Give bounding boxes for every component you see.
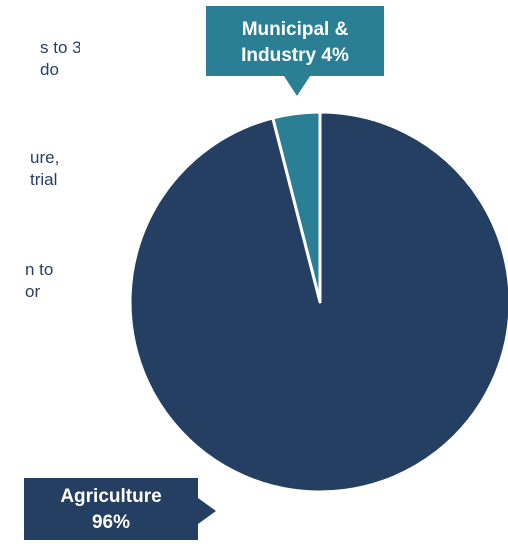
fragment-line: or <box>25 282 41 301</box>
fragment-line: s to 3.1 <box>40 38 80 57</box>
callout-agriculture-line2: 96% <box>92 512 130 533</box>
callout-municipal-box <box>206 6 384 76</box>
fragment-line: trial <box>30 170 58 189</box>
callout-agriculture-box <box>24 478 198 540</box>
left-text-fragment-3: n to or <box>25 259 85 303</box>
fragment-line: do <box>40 60 59 79</box>
callout-municipal-line2: Industry 4% <box>241 45 349 66</box>
callout-agriculture-pointer <box>198 498 216 524</box>
left-text-fragment-1: s to 3.1 do <box>40 37 80 81</box>
fragment-line: ure, <box>30 148 60 167</box>
pie-slice-agriculture <box>128 110 508 494</box>
pie-slices <box>128 110 508 494</box>
callout-municipal-pointer <box>284 76 310 96</box>
callout-agriculture: Agriculture 96% <box>24 478 216 540</box>
left-text-fragment-2: ure, trial <box>30 147 80 191</box>
callout-municipal-line1: Municipal & <box>242 19 349 40</box>
callout-agriculture-line1: Agriculture <box>60 486 161 507</box>
callout-municipal: Municipal & Industry 4% <box>206 6 384 96</box>
fragment-line: n to <box>25 260 54 279</box>
